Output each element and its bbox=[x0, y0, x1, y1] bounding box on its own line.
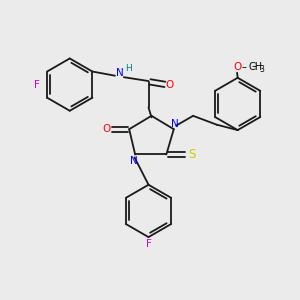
Text: O: O bbox=[165, 80, 173, 90]
Text: 3: 3 bbox=[259, 65, 264, 74]
Text: N: N bbox=[116, 68, 124, 78]
Text: N: N bbox=[171, 119, 179, 129]
Text: N: N bbox=[130, 156, 137, 166]
Text: –: – bbox=[241, 62, 246, 72]
Text: O: O bbox=[103, 124, 111, 134]
Text: F: F bbox=[34, 80, 40, 90]
Text: S: S bbox=[188, 148, 195, 161]
Text: –: – bbox=[252, 61, 256, 71]
Text: O: O bbox=[234, 62, 242, 72]
Text: H: H bbox=[125, 64, 132, 73]
Text: F: F bbox=[146, 238, 152, 249]
Text: CH: CH bbox=[248, 62, 262, 72]
